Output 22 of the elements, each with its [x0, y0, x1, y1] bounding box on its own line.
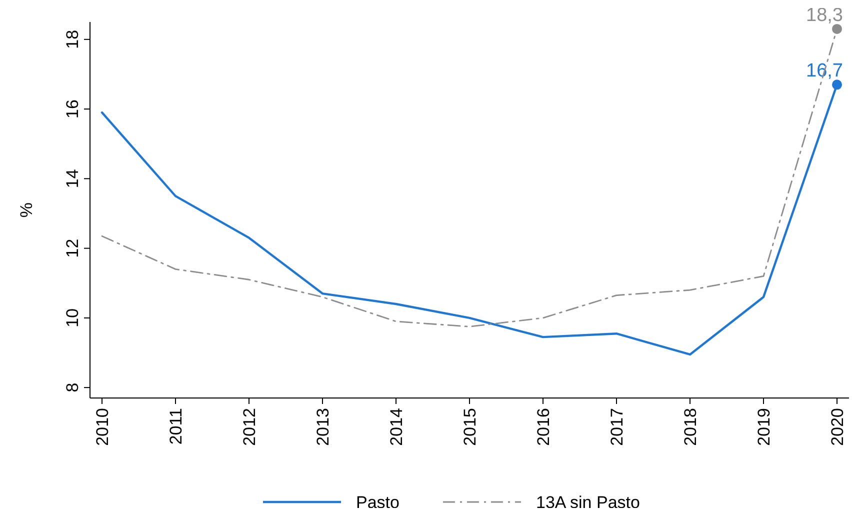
legend-label: Pasto — [356, 493, 400, 512]
y-tick-label: 8 — [63, 382, 82, 392]
y-tick-label: 14 — [63, 169, 82, 188]
y-tick-label: 10 — [63, 308, 82, 328]
y-tick-label: 18 — [63, 30, 82, 49]
y-tick-label: 16 — [63, 100, 82, 118]
x-tick-label: 2018 — [681, 408, 700, 446]
x-tick-label: 2010 — [93, 408, 112, 446]
x-tick-label: 2017 — [608, 408, 626, 446]
legend-label: 13A sin Pasto — [536, 493, 640, 512]
y-axis-title: % — [17, 202, 36, 218]
data-label: 18,3 — [806, 4, 843, 26]
x-tick-label: 2014 — [387, 408, 406, 446]
x-tick-label: 2013 — [314, 408, 332, 446]
x-tick-label: 2020 — [828, 408, 847, 446]
x-tick-label: 2012 — [240, 408, 259, 446]
x-tick-label: 2019 — [754, 408, 774, 446]
x-tick-label: 2015 — [460, 408, 480, 446]
y-tick-label: 12 — [63, 238, 82, 258]
data-label: 16,7 — [806, 60, 843, 82]
x-tick-label: 2011 — [166, 408, 186, 445]
x-tick-label: 2016 — [534, 408, 553, 446]
